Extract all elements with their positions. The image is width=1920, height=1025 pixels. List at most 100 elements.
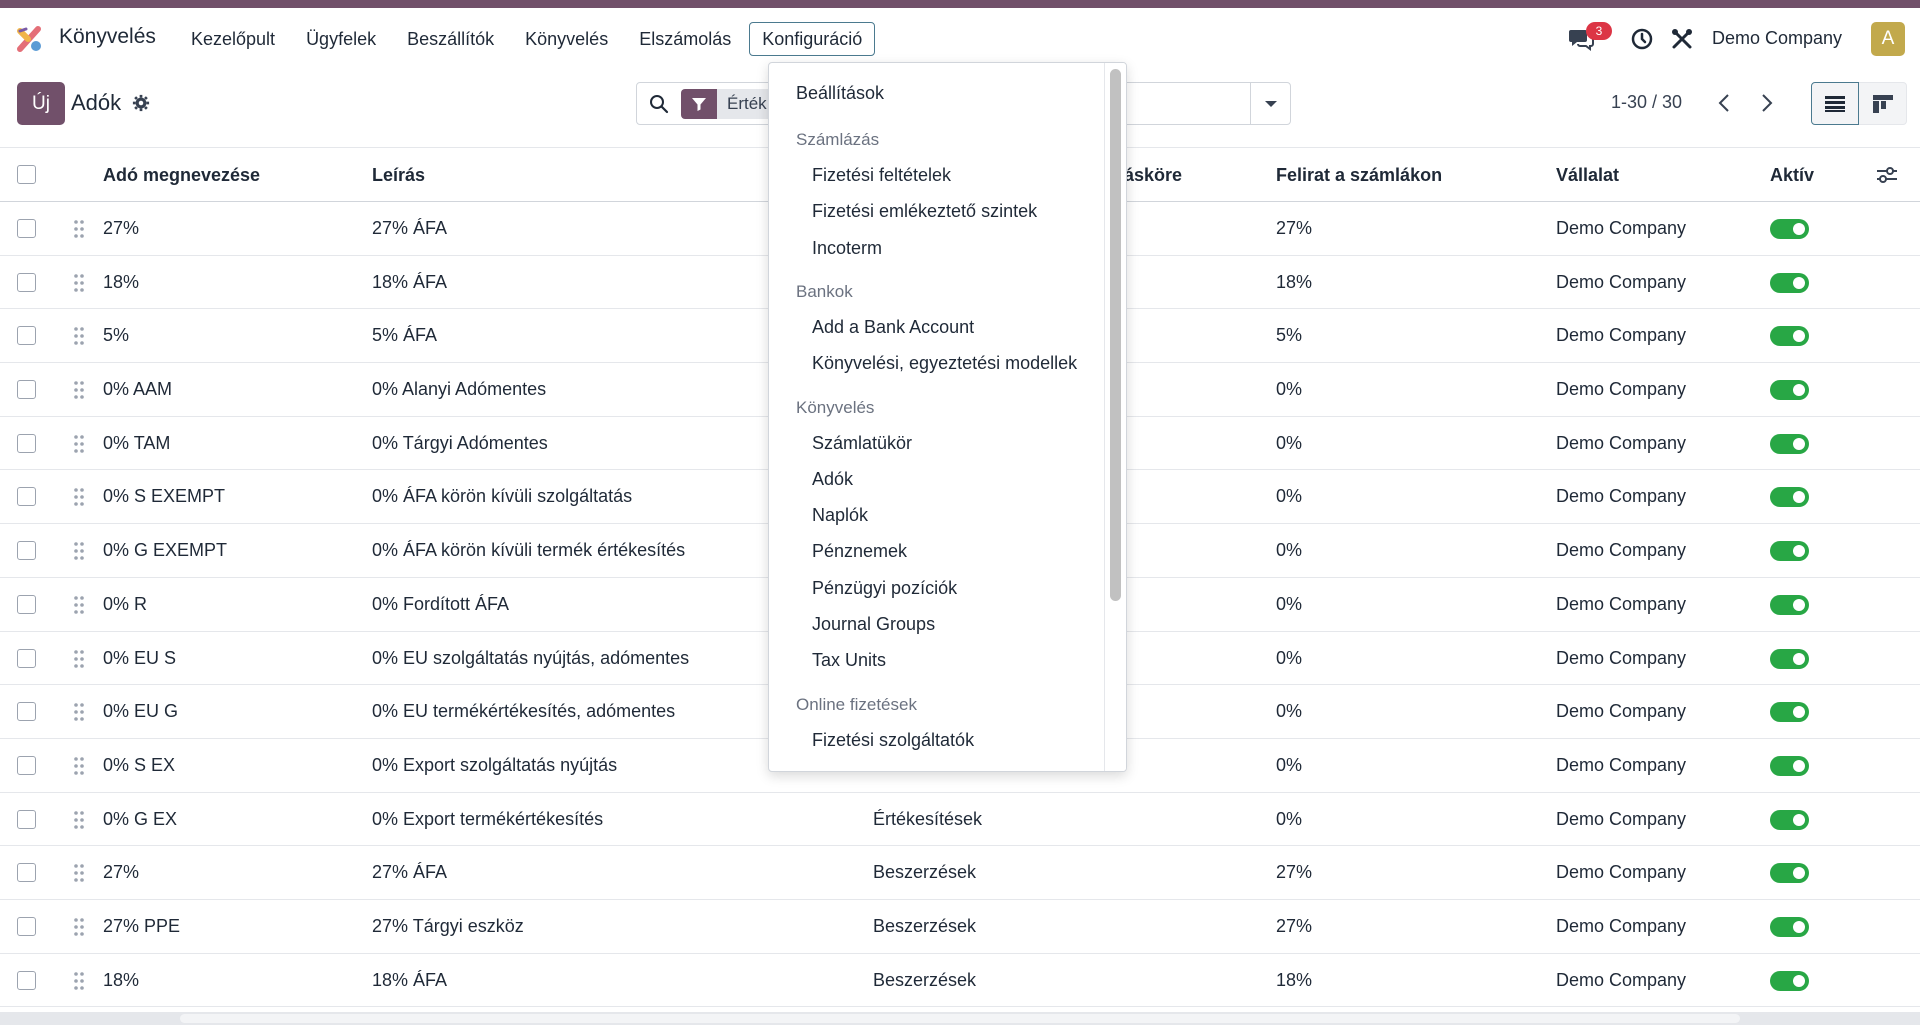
list-view-button[interactable] [1811, 82, 1859, 125]
row-checkbox[interactable] [17, 916, 36, 936]
cell-invoice-label[interactable]: 0% [1276, 486, 1303, 507]
cell-description[interactable]: 18% ÁFA [372, 271, 448, 292]
active-toggle[interactable] [1770, 970, 1809, 991]
pager-value[interactable]: 1-30 / 30 [1611, 92, 1683, 112]
drag-handle-icon[interactable] [73, 702, 85, 722]
cell-company[interactable]: Demo Company [1556, 915, 1687, 936]
drag-handle-icon[interactable] [73, 810, 85, 830]
row-checkbox[interactable] [17, 219, 36, 238]
cell-description[interactable]: 0% EU szolgáltatás nyújtás, adómentes [372, 647, 690, 668]
cell-description[interactable]: 0% ÁFA körön kívüli termék értékesítés [372, 540, 686, 561]
cell-scope[interactable]: Beszerzések [873, 915, 977, 936]
row-checkbox[interactable] [17, 594, 36, 614]
active-toggle[interactable] [1770, 433, 1809, 454]
drag-handle-icon[interactable] [73, 863, 85, 883]
company-switcher[interactable]: Demo Company [1712, 28, 1843, 48]
cell-tax-name[interactable]: 27% [103, 218, 140, 238]
cell-company[interactable]: Demo Company [1556, 432, 1687, 453]
cell-invoice-label[interactable]: 0% [1276, 754, 1303, 775]
cell-invoice-label[interactable]: 0% [1276, 808, 1303, 829]
header-company[interactable]: Vállalat [1556, 165, 1620, 185]
clock-icon[interactable] [1630, 27, 1654, 51]
row-checkbox[interactable] [17, 648, 36, 668]
drag-handle-icon[interactable] [73, 595, 85, 615]
drag-handle-icon[interactable] [73, 756, 85, 776]
cell-description[interactable]: 0% ÁFA körön kívüli szolgáltatás [372, 486, 633, 507]
cell-description[interactable]: 27% ÁFA [372, 218, 448, 238]
cell-tax-name[interactable]: 27% PPE [103, 915, 181, 936]
row-checkbox[interactable] [17, 809, 36, 829]
cell-tax-name[interactable]: 18% [103, 969, 140, 990]
cell-description[interactable]: 5% ÁFA [372, 325, 438, 346]
cell-description[interactable]: 0% Export szolgáltatás nyújtás [372, 754, 618, 775]
drag-handle-icon[interactable] [73, 219, 85, 239]
cell-company[interactable]: Demo Company [1556, 862, 1687, 883]
menu-konyveles[interactable]: Könyvelés [525, 28, 609, 49]
app-name[interactable]: Könyvelés [59, 25, 156, 48]
cell-description[interactable]: 0% EU termékértékesítés, adómentes [372, 701, 676, 722]
menu-item[interactable]: Journal Groups [812, 614, 936, 634]
active-toggle[interactable] [1770, 809, 1809, 830]
cell-description[interactable]: 0% Export termékértékesítés [372, 808, 604, 829]
app-logo-icon[interactable] [16, 25, 44, 53]
cell-description[interactable]: 0% Fordított ÁFA [372, 593, 510, 614]
search-facet[interactable]: Érték [681, 89, 777, 119]
select-all-checkbox[interactable] [17, 165, 36, 184]
row-checkbox[interactable] [17, 970, 36, 990]
cell-scope[interactable]: Értékesítések [873, 808, 983, 829]
pager-next-button[interactable] [1755, 88, 1779, 118]
menu-item[interactable]: Fizetési feltételek [812, 165, 952, 185]
menu-item[interactable]: Számlatükör [812, 432, 913, 453]
cell-company[interactable]: Demo Company [1556, 593, 1687, 614]
cell-tax-name[interactable]: 0% G EX [103, 808, 178, 829]
gear-icon[interactable] [132, 94, 150, 112]
active-toggle[interactable] [1770, 487, 1809, 508]
cell-invoice-label[interactable]: 27% [1276, 218, 1313, 238]
drag-handle-icon[interactable] [73, 917, 85, 937]
cell-tax-name[interactable]: 0% AAM [103, 379, 173, 400]
cell-tax-name[interactable]: 0% TAM [103, 432, 171, 453]
table-row[interactable]: 0% G EX 0% Export termékértékesítés Értéke… [0, 793, 1920, 847]
new-button[interactable]: Új [17, 82, 65, 125]
cell-company[interactable]: Demo Company [1556, 218, 1687, 238]
menu-item[interactable]: Incoterm [812, 237, 883, 258]
drag-handle-icon[interactable] [73, 487, 85, 507]
cell-tax-name[interactable]: 0% G EXEMPT [103, 540, 228, 561]
cell-company[interactable]: Demo Company [1556, 486, 1687, 507]
cell-tax-name[interactable]: 5% [103, 325, 130, 346]
drag-handle-icon[interactable] [73, 649, 85, 669]
cell-description[interactable]: 27% Tárgyi eszköz [372, 915, 524, 936]
cell-invoice-label[interactable]: 0% [1276, 647, 1303, 668]
cell-company[interactable]: Demo Company [1556, 325, 1687, 346]
cell-tax-name[interactable]: 0% EU G [103, 701, 179, 722]
table-row[interactable]: 0% S EX 0% Export szolgáltatás nyújtás 0% D… [0, 739, 1920, 793]
header-active[interactable]: Aktív [1770, 165, 1815, 185]
row-checkbox[interactable] [17, 541, 36, 561]
row-checkbox[interactable] [17, 863, 36, 883]
row-checkbox[interactable] [17, 433, 36, 453]
cell-invoice-label[interactable]: 0% [1276, 593, 1303, 614]
cell-company[interactable]: Demo Company [1556, 379, 1687, 400]
row-checkbox[interactable] [17, 326, 36, 346]
cell-invoice-label[interactable]: 18% [1276, 969, 1313, 990]
cell-description[interactable]: 0% Tárgyi Adómentes [372, 432, 548, 453]
cell-description[interactable]: 0% Alanyi Adómentes [372, 379, 547, 400]
active-toggle[interactable] [1770, 916, 1809, 937]
menu-item[interactable]: Naplók [812, 505, 869, 526]
cell-invoice-label[interactable]: 27% [1276, 862, 1313, 883]
menu-kezelopult[interactable]: Kezelőpult [191, 28, 276, 49]
menu-ugyfelek[interactable]: Ügyfelek [306, 28, 377, 49]
cell-company[interactable]: Demo Company [1556, 271, 1687, 292]
menu-item[interactable]: Könyvelési, egyeztetési modellek [812, 353, 1078, 374]
menu-item[interactable]: Adók [812, 468, 854, 489]
drag-handle-icon[interactable] [73, 434, 85, 454]
menu-konfiguracio[interactable]: Konfiguráció [749, 22, 876, 56]
cell-invoice-label[interactable]: 0% [1276, 540, 1303, 561]
drag-handle-icon[interactable] [73, 326, 85, 346]
active-toggle[interactable] [1770, 272, 1809, 293]
cell-invoice-label[interactable]: 0% [1276, 379, 1303, 400]
row-checkbox[interactable] [17, 272, 36, 292]
table-row[interactable]: 18% 18% ÁFA Beszerzések 18% Demo Company [0, 954, 1920, 1008]
cell-tax-name[interactable]: 27% [103, 862, 140, 883]
cell-tax-name[interactable]: 0% S EXEMPT [103, 486, 226, 507]
